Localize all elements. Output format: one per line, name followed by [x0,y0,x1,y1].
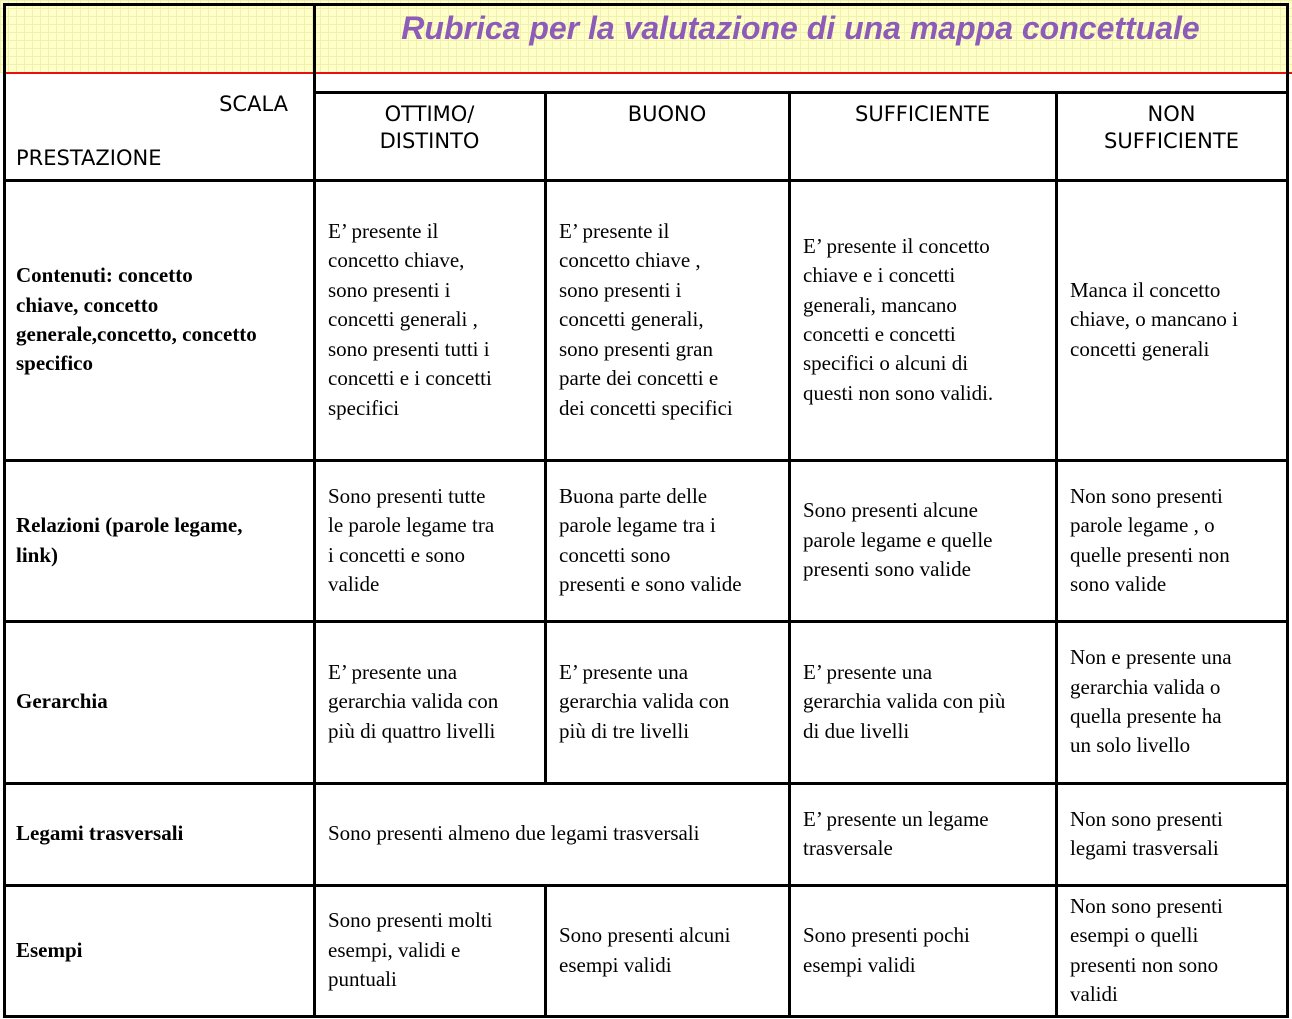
border [3,620,1289,623]
cell: E’ presente una gerarchia valida con più… [559,659,730,743]
cell: E’ presente una gerarchia valida con più… [328,659,499,743]
cell: Non sono presenti esempi o quelli presen… [1070,893,1223,1006]
border [544,885,547,1017]
cell: E’ presente il concetto chiave e i conce… [803,233,994,405]
cell: Non sono presenti parole legame , o quel… [1070,483,1230,596]
cell-merged: Sono presenti almeno due legami trasvers… [328,821,700,846]
border [3,179,1289,182]
title-divider [4,72,1292,74]
row-label-gerarchia: Gerarchia [16,689,108,714]
cell: Buona parte delle parole legame tra i co… [559,483,742,596]
cell: E’ presente il concetto chiave, sono pre… [328,219,492,420]
cell: Sono presenti alcune parole legame e que… [803,498,993,582]
level-header-ottimo: OTTIMO/ DISTINTO [379,102,480,153]
cell: Non e presente una gerarchia valida o qu… [1070,645,1232,758]
level-header-sufficiente: SUFFICIENTE [855,102,990,126]
border [3,884,1289,887]
row-label-contenuti: Contenuti: concetto chiave, concetto gen… [16,263,257,376]
cell: Sono presenti tutte le parole legame tra… [328,483,495,596]
cell: E’ presente il concetto chiave , sono pr… [559,219,733,420]
border [3,3,6,1018]
corner-prestazione: PRESTAZIONE [16,146,162,170]
border [3,1015,1289,1018]
cell: Non sono presenti legami trasversali [1070,806,1223,860]
border [3,782,1289,785]
border [544,92,547,783]
border [314,91,1289,94]
border [788,92,791,1018]
cell: Sono presenti alcuni esempi validi [559,923,731,977]
cell: E’ presente un legame trasversale [803,806,989,860]
row-label-legami: Legami trasversali [16,821,184,846]
corner-scala: SCALA [219,92,288,116]
cell: Manca il concetto chiave, o mancano i co… [1070,277,1238,361]
row-label-esempi: Esempi [16,937,83,962]
cell: E’ presente una gerarchia valida con più… [803,659,1006,743]
level-header-non-sufficiente: NON SUFFICIENTE [1104,102,1239,153]
row-label-relazioni: Relazioni (parole legame, link) [16,513,243,567]
border [1055,92,1058,1018]
title-band [0,0,1292,73]
border [3,459,1289,462]
border [3,3,1289,6]
level-header-buono: BUONO [627,102,707,126]
border [1286,3,1289,1018]
border [313,3,316,1018]
page-title: Rubrica per la valutazione di una mappa … [401,10,1200,46]
cell: Sono presenti pochi esempi validi [803,923,970,977]
cell: Sono presenti molti esempi, validi e pun… [328,908,493,992]
